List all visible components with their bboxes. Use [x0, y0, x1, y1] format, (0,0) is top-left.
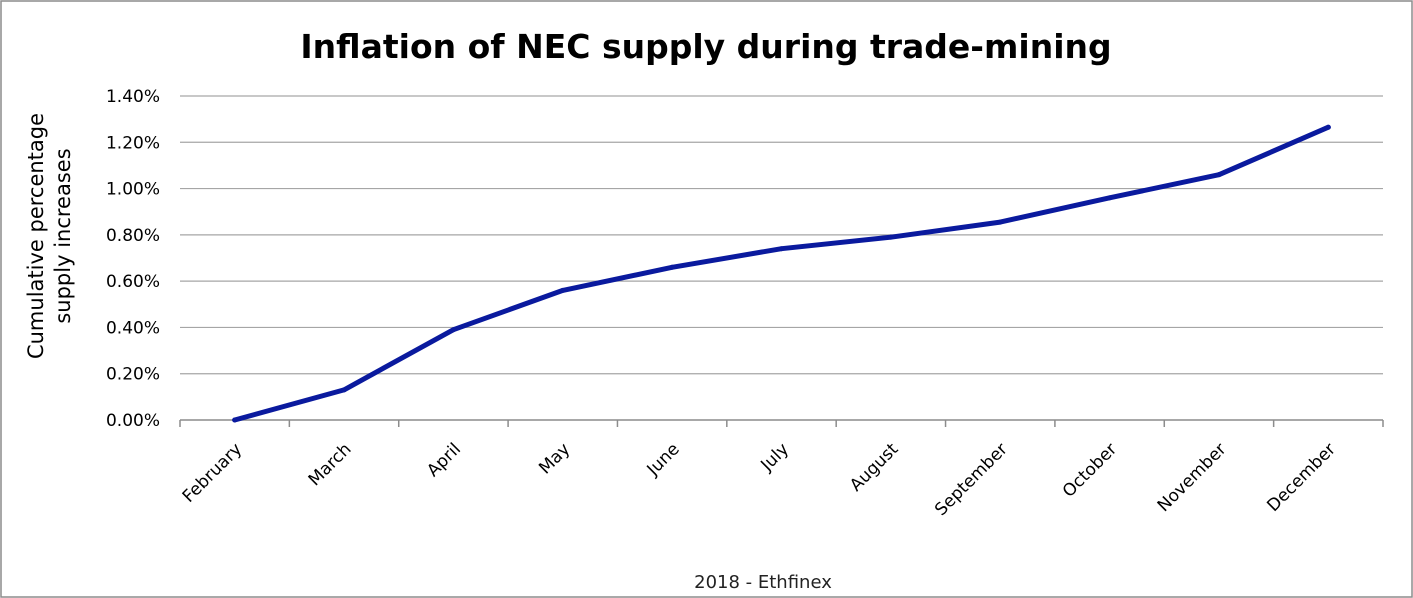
y-axis-tick-labels: 0.00% 0.20% 0.40% 0.60% 0.80% 1.00% 1.20% 1.40% [106, 87, 160, 431]
y-tick-label: 0.80% [106, 226, 160, 246]
data-point [1216, 172, 1222, 178]
data-point [1107, 195, 1113, 201]
data-point [560, 287, 566, 293]
gridlines [180, 95, 1383, 375]
y-tick-label: 0.20% [106, 365, 160, 385]
data-point [1325, 124, 1331, 130]
data-point [779, 246, 784, 252]
data-point [450, 327, 456, 333]
data-point [888, 234, 894, 240]
y-tick-label: 0.40% [106, 318, 160, 338]
x-axis-title: 2018 - Ethfinex [694, 572, 832, 593]
y-tick-label: 1.00% [106, 180, 160, 200]
y-tick-label: 0.00% [106, 411, 160, 431]
y-axis-title-line-2: supply increases [51, 148, 75, 323]
data-point [341, 387, 347, 393]
data-point [669, 264, 675, 270]
series-layer [232, 124, 1331, 423]
x-axis [179, 419, 1384, 427]
y-tick-label: 1.20% [106, 133, 160, 153]
data-point [232, 417, 238, 423]
chart-title: Inflation of NEC supply during trade-min… [300, 27, 1111, 66]
y-axis-title-line-1: Cumulative percentage [24, 113, 48, 359]
y-tick-label: 0.60% [106, 272, 160, 292]
data-point [997, 219, 1003, 225]
y-tick-label: 1.40% [106, 87, 160, 107]
